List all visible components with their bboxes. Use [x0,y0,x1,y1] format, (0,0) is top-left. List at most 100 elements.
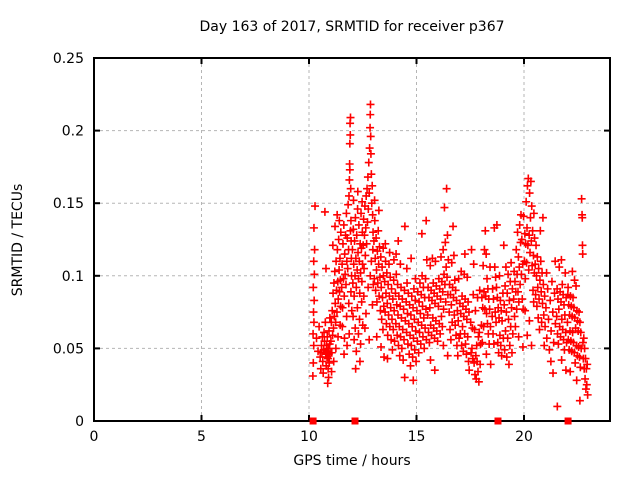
data-point-plus [518,342,527,351]
data-point-plus [377,342,386,351]
data-point-plus [553,402,562,411]
data-point-plus [558,280,567,289]
data-point-plus [318,357,327,366]
data-point-plus [535,295,544,304]
data-point-plus [338,260,347,269]
data-point-plus [337,283,346,292]
data-point-plus [542,268,551,277]
data-point-plus [345,175,354,184]
data-point-plus [319,369,328,378]
data-point-plus [451,286,460,295]
data-point-plus [550,289,559,298]
data-point-plus [453,351,462,360]
data-point-plus [335,265,344,274]
data-point-plus [355,357,364,366]
data-point-plus [357,277,366,286]
data-point-plus [338,322,347,331]
data-point-plus [342,209,351,218]
data-point-plus [519,305,528,314]
data-point-plus [517,270,526,279]
data-point-plus [372,297,381,306]
data-point-plus [497,351,506,360]
data-point-plus [326,337,335,346]
data-point-plus [346,130,355,139]
data-point-plus [366,100,375,109]
data-point-plus [442,263,451,272]
plot-border [93,57,611,422]
grid-layer [94,58,610,421]
data-point-plus [513,228,522,237]
data-point-plus [572,376,581,385]
data-point-plus [532,241,541,250]
data-point-plus [367,170,376,179]
data-point-plus [358,197,367,206]
data-point-plus [462,350,471,359]
data-point-plus [441,297,450,306]
data-point-plus [310,296,319,305]
data-point-plus [507,348,516,357]
data-point-plus [552,312,561,321]
data-point-plus [522,197,531,206]
data-point-plus [549,338,558,347]
data-point-plus [364,205,373,214]
data-point-plus [383,354,392,363]
data-point-plus [309,318,318,327]
data-point-plus [529,286,538,295]
data-point-plus [309,223,318,232]
data-point-plus [476,340,485,349]
data-point-plus [355,315,364,324]
data-point-plus [316,353,325,362]
data-point-plus [534,264,543,273]
data-point-plus [547,326,556,335]
data-point-plus [583,360,592,369]
data-point-plus [518,295,527,304]
data-point-plus [470,325,479,334]
data-point-plus [324,373,333,382]
data-point-plus [390,337,399,346]
data-point-plus [384,260,393,269]
data-point-plus [535,325,544,334]
data-point-plus [509,295,518,304]
data-point-plus [492,283,501,292]
data-point-plus [450,311,459,320]
data-point-plus [406,311,415,320]
data-point-plus [463,273,472,282]
data-point-plus [370,216,379,225]
data-point-plus [437,252,446,261]
data-point-plus [580,344,589,353]
data-point-plus [543,284,552,293]
data-point-plus [364,283,373,292]
y-tick-label: 0.15 [53,196,84,212]
data-point-plus [399,356,408,365]
data-point-plus [481,226,490,235]
data-point-plus [461,340,470,349]
data-point-plus [548,308,557,317]
data-point-plus [505,341,514,350]
data-point-plus [535,276,544,285]
data-point-plus [489,329,498,338]
data-point-plus [475,328,484,337]
data-point-plus [488,312,497,321]
data-point-plus [325,358,334,367]
data-point-plus [388,295,397,304]
data-point-plus [354,329,363,338]
data-point-plus [528,226,537,235]
data-point-plus [368,245,377,254]
data-point-plus [474,377,483,386]
data-point-plus [531,260,540,269]
data-point-plus [572,281,581,290]
data-point-plus [578,250,587,259]
data-point-plus [330,267,339,276]
data-point-plus [540,292,549,301]
data-point-plus [328,331,337,340]
data-layer [308,100,592,425]
data-point-plus [400,373,409,382]
data-point-plus [466,318,475,327]
data-point-plus [508,329,517,338]
data-point-plus [385,248,394,257]
data-point-plus [421,324,430,333]
x-axis-label: GPS time / hours [293,453,410,469]
data-point-plus [460,250,469,259]
data-point-plus [363,218,372,227]
data-point-plus [463,332,472,341]
